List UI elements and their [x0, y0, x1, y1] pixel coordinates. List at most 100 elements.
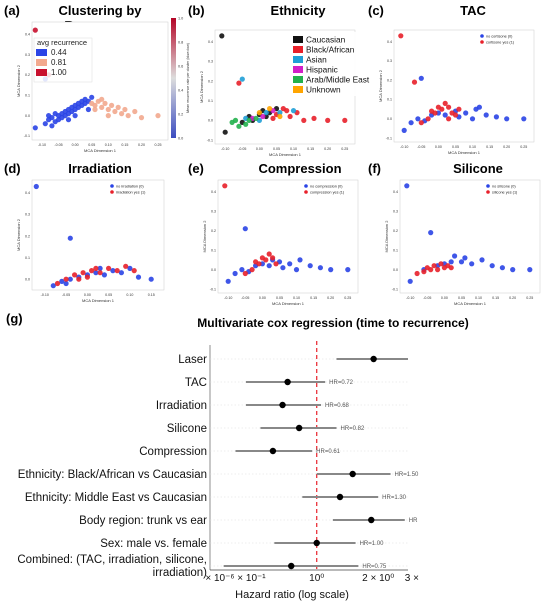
- data-point: [463, 110, 469, 116]
- hr-annotation: HR: [409, 518, 418, 524]
- data-point: [407, 278, 413, 284]
- x-tick-label: 0.15: [310, 296, 317, 300]
- x-tick-label: -0.05: [417, 145, 425, 149]
- data-point: [72, 113, 78, 119]
- forest-row: Body region: trunk vs ear HR: [79, 515, 418, 527]
- x-tick-label: -0.05: [62, 293, 70, 297]
- forest-row: Ethnicity: Middle East vs Caucasian HR=1.…: [25, 492, 407, 504]
- data-point: [418, 75, 424, 81]
- data-point: [267, 106, 273, 112]
- x-tick-label: 0.05: [452, 145, 459, 149]
- data-point: [99, 96, 105, 102]
- y-tick-label: 0.1: [25, 93, 30, 97]
- legend-entry: Unknown: [306, 85, 341, 95]
- data-point: [225, 278, 231, 284]
- legend-entry: Caucasian: [306, 35, 346, 45]
- hr-point: [349, 470, 356, 478]
- legend-marker: [304, 184, 308, 188]
- data-point: [441, 265, 447, 271]
- hr-annotation: HR=1.00: [360, 541, 385, 547]
- x-tick-label: 0.00: [435, 145, 442, 149]
- data-point: [46, 113, 52, 119]
- x-tick-label: 0.00: [259, 296, 266, 300]
- data-point: [415, 116, 421, 122]
- data-point: [232, 270, 238, 277]
- data-point: [452, 112, 459, 118]
- data-point: [232, 117, 239, 123]
- y-tick-label: 0.1: [25, 256, 30, 260]
- row-label: Ethnicity: Black/African vs Caucasian: [18, 469, 207, 481]
- data-point: [435, 267, 441, 273]
- data-point: [92, 102, 98, 108]
- x-axis-label: MCA Dimension 1: [454, 301, 487, 306]
- x-axis-label: MCA Dimension 1: [272, 301, 305, 306]
- legend-entry: no compression (0): [310, 184, 343, 188]
- y-axis-label: MCA Dimension 2: [16, 64, 21, 97]
- data-point: [446, 116, 452, 122]
- hr-point: [313, 539, 320, 547]
- forest-row: Ethnicity: Black/African vs Caucasian HR=…: [18, 469, 419, 481]
- panel-label: (b): [188, 3, 205, 18]
- x-tick-label: 10⁰: [309, 573, 324, 584]
- data-point: [493, 114, 499, 120]
- data-point: [65, 117, 72, 123]
- data-point: [483, 112, 489, 118]
- y-axis-label: MCA Dimension 2: [199, 70, 204, 103]
- data-point: [148, 276, 154, 282]
- data-point: [50, 283, 56, 289]
- legend-entry: silicone yes (1): [492, 190, 518, 194]
- x-axis-label: MCA Dimension 1: [82, 298, 115, 303]
- data-point: [446, 104, 452, 110]
- x-tick-label: 0.25: [341, 147, 348, 151]
- data-point: [469, 116, 476, 122]
- data-point: [118, 270, 124, 276]
- x-tick-label: 0.25: [520, 145, 527, 149]
- panel-title: Irradiation: [68, 161, 132, 176]
- data-point: [242, 270, 248, 277]
- plot-area: [399, 179, 541, 294]
- legend-entry: cortisone yes (1): [486, 40, 515, 44]
- hr-annotation: HR=0.82: [341, 426, 366, 432]
- data-point: [236, 123, 242, 129]
- data-point: [428, 230, 434, 236]
- x-tick-label: 0.05: [458, 296, 465, 300]
- row-label: Laser: [178, 354, 207, 366]
- data-point: [123, 263, 129, 269]
- panel-e: (e) Compression -0.10 -0.05 0.00 0.05 0.10 0.15…: [188, 161, 359, 306]
- data-point: [429, 108, 435, 114]
- panel-title: Silicone: [453, 161, 503, 176]
- data-point: [131, 268, 137, 274]
- legend-marker: [304, 190, 308, 194]
- hr-annotation: HR=0.68: [325, 403, 350, 409]
- data-point: [448, 259, 454, 265]
- legend-swatch: [293, 86, 303, 93]
- x-tick-label: 0.20: [509, 296, 516, 300]
- x-tick-label: -0.10: [406, 296, 414, 300]
- y-tick-label: 0.0: [211, 268, 216, 272]
- data-point: [311, 115, 317, 121]
- y-tick-label: 0.2: [211, 229, 216, 233]
- data-point: [301, 117, 307, 123]
- y-tick-label: -0.1: [386, 136, 392, 140]
- y-tick-label: 0.3: [25, 213, 30, 217]
- hr-point: [269, 447, 277, 455]
- y-tick-label: 0.4: [25, 32, 30, 36]
- x-tick-label: 0.25: [155, 143, 162, 147]
- legend-swatch: [293, 36, 303, 43]
- x-axis-label: Hazard ratio (log scale): [235, 589, 349, 601]
- y-tick-label: 0.3: [211, 209, 216, 213]
- data-point: [489, 263, 495, 269]
- row-label: Ethnicity: Middle East vs Caucasian: [25, 492, 207, 504]
- data-point: [243, 121, 249, 127]
- data-point: [122, 106, 128, 113]
- data-point: [452, 253, 458, 259]
- legend-entry: compression yes (1): [310, 190, 345, 194]
- legend-marker: [110, 184, 114, 188]
- y-tick-label: 0.3: [387, 59, 392, 63]
- data-point: [115, 104, 121, 110]
- data-point: [256, 110, 262, 116]
- y-axis-label: MCA Dimension 2: [384, 220, 389, 253]
- data-point: [93, 270, 99, 276]
- hr-annotation: HR=1.30: [382, 495, 407, 501]
